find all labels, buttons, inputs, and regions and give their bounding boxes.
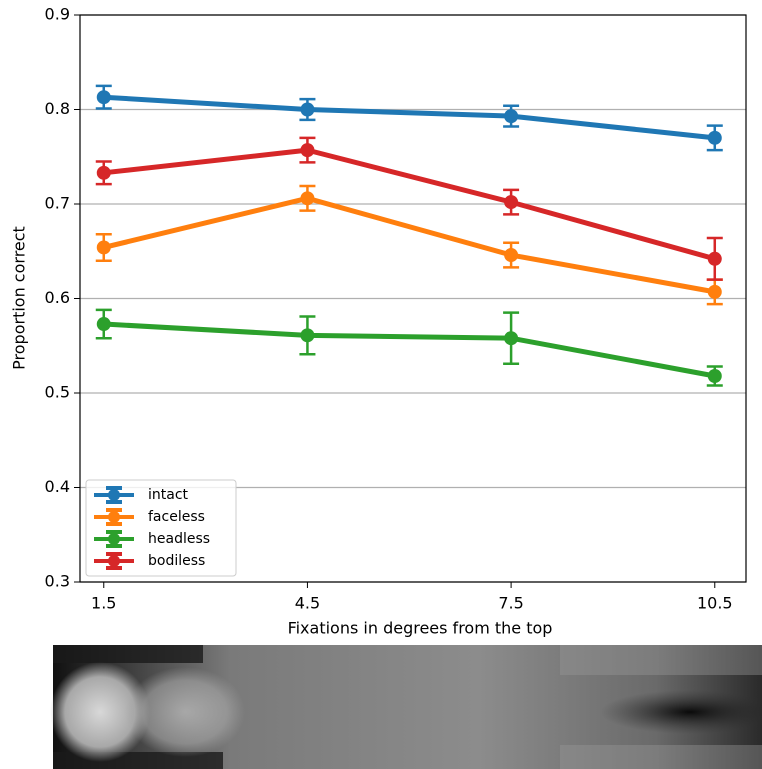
y-tick-label: 0.6 [45, 288, 70, 307]
page: {"chart_data": { "type": "line", "x_labe… [0, 0, 762, 769]
x-tick-label: 7.5 [498, 594, 523, 613]
y-tick-label: 0.9 [45, 5, 70, 24]
x-tick-label: 4.5 [295, 594, 320, 613]
marker [504, 331, 518, 345]
marker [504, 195, 518, 209]
marker [504, 109, 518, 123]
series-line [104, 198, 715, 292]
marker [300, 191, 314, 205]
marker [300, 143, 314, 157]
body-image [50, 645, 762, 769]
marker [97, 240, 111, 254]
legend-marker [108, 555, 120, 567]
legend-marker [108, 533, 120, 545]
legend-label: bodiless [148, 553, 205, 569]
marker [708, 131, 722, 145]
y-tick-label: 0.7 [45, 194, 70, 213]
chart: Fixations in degrees from the top Propor… [0, 0, 762, 769]
x-axis-label: Fixations in degrees from the top [288, 619, 553, 638]
y-tick-label: 0.4 [45, 477, 70, 496]
legend-marker [108, 489, 120, 501]
y-tick-label: 0.8 [45, 99, 70, 118]
legend-marker [108, 511, 120, 523]
marker [97, 90, 111, 104]
marker [300, 328, 314, 342]
series [96, 310, 723, 386]
legend: intact faceless headless bodiless [86, 480, 236, 576]
marker [300, 103, 314, 117]
marker [708, 285, 722, 299]
marker [504, 248, 518, 262]
series [96, 86, 723, 150]
marker [708, 252, 722, 266]
x-tick-label: 10.5 [697, 594, 733, 613]
marker [97, 166, 111, 180]
y-axis-label: Proportion correct [10, 226, 29, 370]
x-tick-label: 1.5 [91, 594, 116, 613]
marker [97, 317, 111, 331]
legend-label: faceless [148, 509, 205, 525]
y-tick-label: 0.3 [45, 572, 70, 591]
series-line [104, 324, 715, 376]
legend-label: intact [148, 487, 189, 503]
series [96, 138, 723, 280]
series-line [104, 97, 715, 138]
legend-label: headless [148, 531, 210, 547]
y-tick-label: 0.5 [45, 383, 70, 402]
marker [708, 369, 722, 383]
